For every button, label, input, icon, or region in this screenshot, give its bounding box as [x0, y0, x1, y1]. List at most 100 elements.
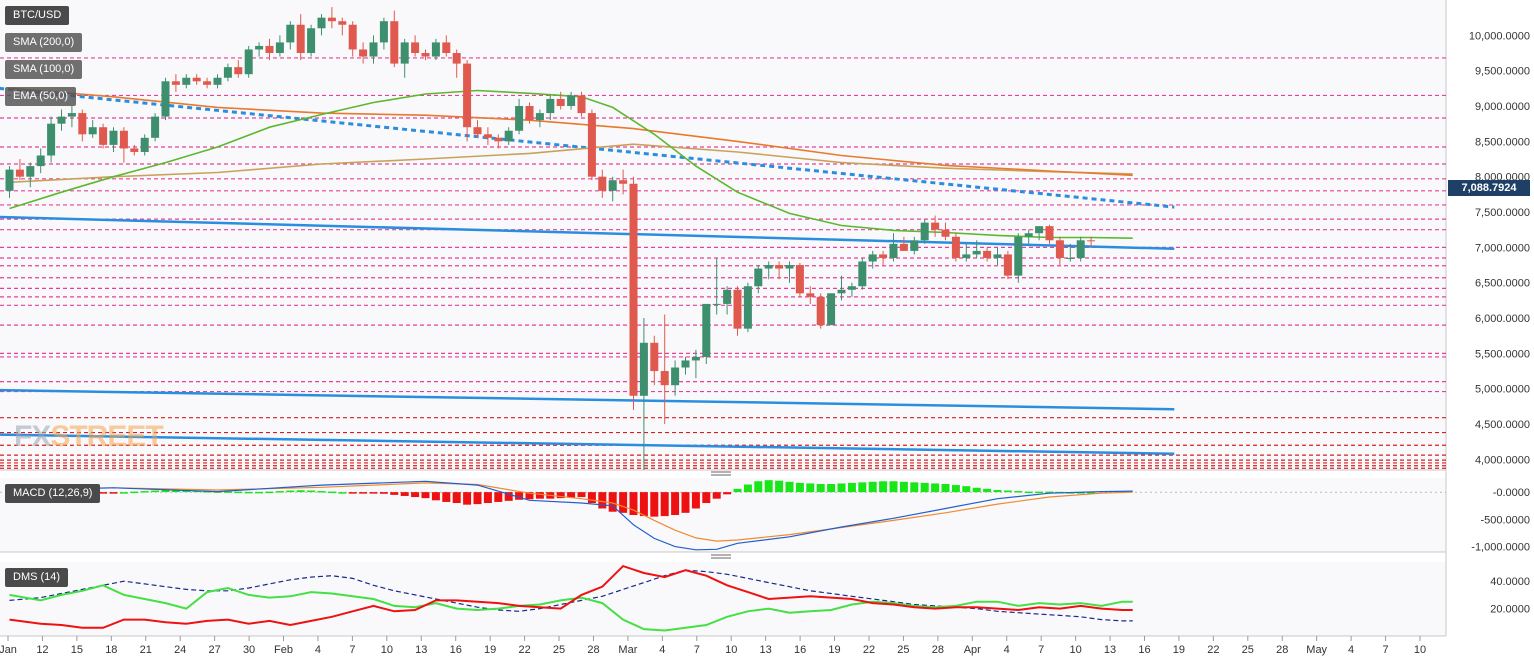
candle-up — [504, 130, 513, 142]
resize-grip-2[interactable] — [711, 554, 731, 559]
macd-histogram-bar — [681, 492, 690, 513]
macd-histogram-bar — [99, 492, 108, 494]
date-tick-label: 24 — [174, 644, 186, 656]
price-tick-label: 7,000.0000 — [1475, 242, 1530, 254]
date-tick-label: 19 — [484, 644, 496, 656]
macd-histogram-bar — [733, 488, 742, 493]
candle-up — [962, 254, 971, 258]
date-tick-label: 7 — [694, 644, 700, 656]
dms-tick-label: 20.0000 — [1490, 604, 1530, 616]
price-tick-label: 4,000.0000 — [1475, 454, 1530, 466]
sma200-line — [9, 143, 1133, 184]
price-tick-label: 6,000.0000 — [1475, 313, 1530, 325]
date-tick-label: 28 — [932, 644, 944, 656]
macd-histogram-bar — [983, 488, 992, 493]
macd-histogram-bar — [265, 491, 274, 494]
resize-grip-1[interactable] — [711, 471, 731, 476]
candle-up — [223, 67, 232, 78]
macd-histogram-bar — [348, 492, 357, 494]
macd-histogram-bar — [421, 492, 430, 499]
macd-histogram-bar — [161, 489, 170, 493]
candle-up — [910, 240, 919, 251]
candle-down — [265, 45, 274, 54]
candle-up — [889, 243, 898, 258]
date-tick-label: 4 — [315, 644, 321, 656]
candle-down — [1055, 240, 1064, 258]
macd-histogram-bar — [109, 492, 118, 494]
symbol-label[interactable]: BTC/USD — [5, 6, 70, 25]
date-tick-label: 22 — [1207, 644, 1219, 656]
date-tick-label: 15 — [71, 644, 83, 656]
macd-histogram-bar — [899, 481, 908, 493]
candle-down — [78, 113, 87, 135]
macd-histogram-bar — [951, 485, 960, 493]
macd-tick-label: -500.0000 — [1480, 514, 1530, 526]
candle-up — [546, 98, 555, 114]
candle-up — [317, 17, 326, 29]
sma100-line — [9, 87, 1133, 177]
moving-averages — [9, 87, 1133, 239]
macd-histogram-bar — [411, 492, 420, 498]
macd-histogram-bar — [868, 481, 877, 493]
price-tick-label: 9,000.0000 — [1475, 101, 1530, 113]
dms-label[interactable]: DMS (14) — [5, 568, 69, 587]
macd-histogram-bar — [723, 492, 732, 495]
candle-up — [275, 42, 284, 54]
candle-down — [327, 17, 336, 22]
candle-up — [1066, 257, 1075, 259]
macd-histogram-bar — [879, 481, 888, 493]
macd-histogram-bar — [1003, 490, 1012, 493]
candle-up — [847, 286, 856, 290]
sma100-label[interactable]: SMA (100,0) — [5, 60, 83, 79]
candle-down — [556, 98, 565, 107]
candle-up — [671, 367, 680, 386]
candle-up — [827, 293, 836, 326]
candle-down — [806, 293, 815, 297]
candle-down — [483, 134, 492, 138]
macd-histogram-bar — [764, 480, 773, 493]
candle-up — [1014, 236, 1023, 276]
candle-down — [931, 222, 940, 230]
macd-label[interactable]: MACD (12,26,9) — [5, 484, 101, 503]
ema50-label[interactable]: EMA (50,0) — [5, 87, 77, 106]
candle-up — [993, 254, 1002, 258]
candle-down — [338, 21, 347, 25]
date-tick-label: 16 — [794, 644, 806, 656]
date-tick-label: 21 — [140, 644, 152, 656]
macd-histogram-bar — [785, 481, 794, 493]
candle-up — [5, 169, 14, 191]
date-tick-label: 13 — [1104, 644, 1116, 656]
candle-up — [567, 95, 576, 107]
sma200-label[interactable]: SMA (200,0) — [5, 33, 83, 52]
date-tick-label: 7 — [349, 644, 355, 656]
trendline — [0, 86, 1175, 209]
candle-down — [390, 21, 399, 64]
plus-di-line — [9, 584, 1133, 632]
macd-histogram-bar — [151, 490, 160, 493]
candle-up — [1035, 226, 1044, 234]
date-tick-label: 10 — [381, 644, 393, 656]
candle-up — [1076, 240, 1085, 258]
candle-up — [109, 130, 118, 145]
candle-up — [702, 303, 711, 357]
macd-histogram-bar — [223, 491, 232, 493]
candle-up — [36, 155, 45, 167]
ema50-line — [9, 89, 1133, 239]
price-tick-label: 9,500.0000 — [1475, 66, 1530, 78]
macd-histogram-bar — [941, 483, 950, 493]
date-tick-label: 16 — [450, 644, 462, 656]
candle-down — [941, 229, 950, 237]
date-tick-label: 19 — [828, 644, 840, 656]
candle-up — [920, 222, 929, 241]
candlesticks[interactable] — [5, 7, 1096, 470]
candle-down — [733, 289, 742, 329]
macd-histogram-bar — [275, 491, 284, 493]
date-tick-label: 7 — [1382, 644, 1388, 656]
date-tick-label: 18 — [105, 644, 117, 656]
macd-histogram-bar — [317, 491, 326, 493]
candle-down — [296, 24, 305, 54]
macd-histogram-bar — [556, 492, 565, 499]
candle-down — [879, 254, 888, 258]
candle-down — [587, 113, 596, 177]
candle-up — [161, 81, 170, 117]
